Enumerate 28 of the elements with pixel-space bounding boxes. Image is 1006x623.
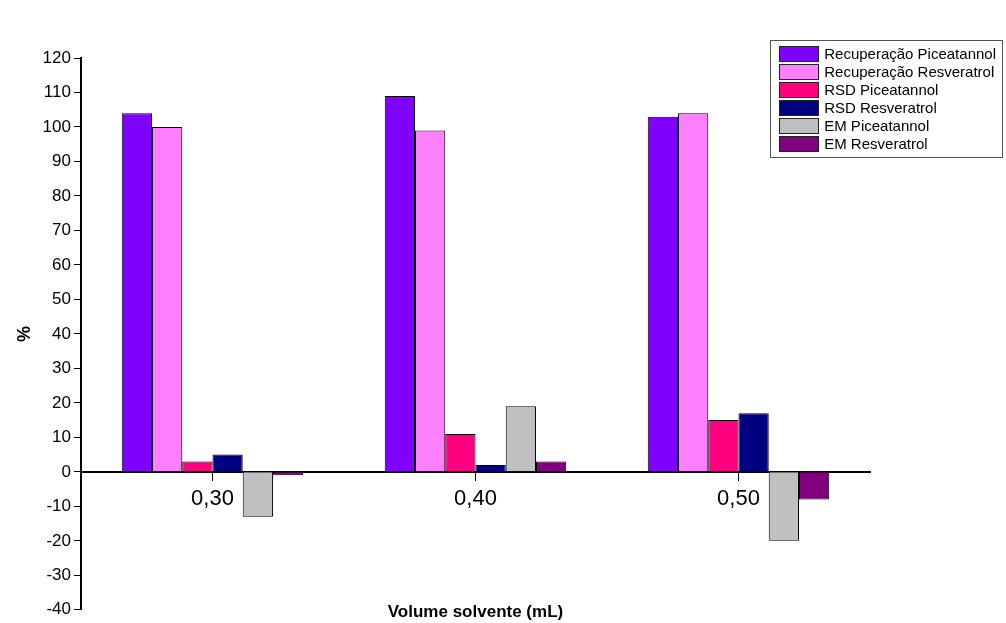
y-axis-title: % — [13, 325, 34, 342]
legend-label: Recuperação Piceatannol — [824, 45, 996, 63]
x-tick-label: 0,30 — [191, 485, 234, 511]
y-tick-label: 100 — [42, 116, 71, 136]
y-tick-label: 90 — [52, 151, 71, 171]
y-tick-label: -10 — [46, 496, 71, 516]
legend-label: Recuperação Resveratrol — [824, 63, 995, 81]
x-tick-label: 0,40 — [454, 485, 497, 511]
y-tick-label: -20 — [46, 530, 71, 550]
legend-label: RSD Resveratrol — [824, 99, 937, 117]
y-tick-label: 10 — [52, 427, 71, 447]
y-tick-label: 30 — [52, 358, 71, 378]
y-tick-label: 80 — [52, 185, 71, 205]
y-tick-label: 20 — [52, 392, 71, 412]
y-tick-label: 0 — [61, 461, 71, 481]
x-tick-label: 0,50 — [717, 485, 760, 511]
y-tick-label: 50 — [52, 289, 71, 309]
y-tick-label: 110 — [43, 82, 71, 102]
legend-label: EM Resveratrol — [824, 135, 928, 153]
y-tick-label: -30 — [46, 565, 71, 584]
y-tick-label: 60 — [52, 254, 71, 274]
y-tick-label: 70 — [52, 220, 71, 240]
y-tick-label: 40 — [52, 323, 71, 343]
x-axis-title: Volume solvente (mL) — [387, 602, 564, 622]
y-tick-label: -40 — [46, 599, 71, 619]
legend-label: EM Piceatannol — [824, 117, 930, 135]
y-tick-label: 120 — [42, 47, 71, 67]
legend-label: RSD Piceatannol — [824, 81, 939, 99]
